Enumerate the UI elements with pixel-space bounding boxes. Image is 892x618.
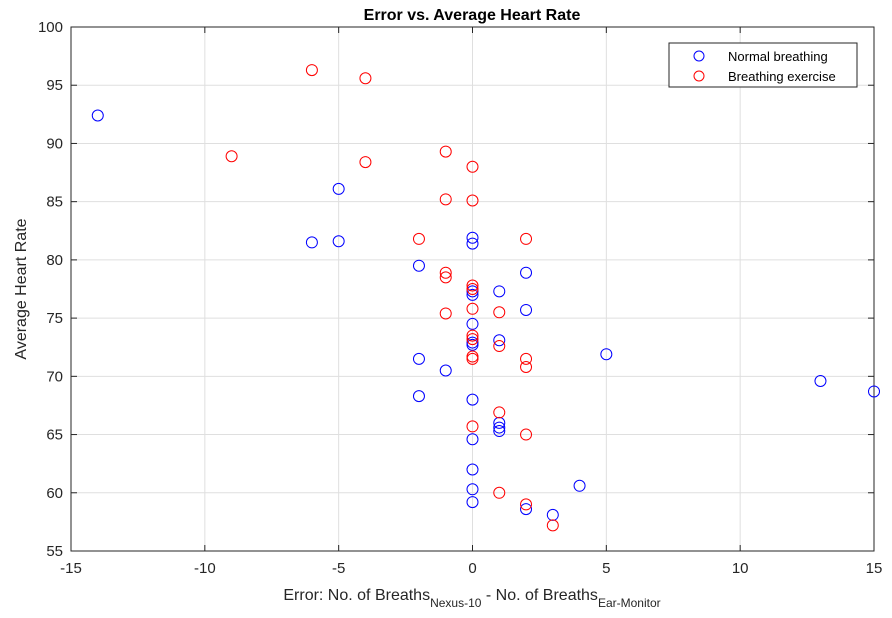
data-point-breathing-exercise	[225, 150, 238, 163]
data-point-breathing-exercise	[493, 406, 506, 419]
data-point-normal-breathing	[412, 259, 425, 272]
x-tick-label: 0	[468, 560, 476, 577]
y-tick-label: 70	[46, 368, 63, 385]
y-tick-label: 55	[46, 543, 63, 560]
x-axis-title-text: - No. of Breaths	[481, 587, 598, 604]
x-tick-label: -10	[194, 560, 216, 577]
data-point-normal-breathing	[91, 109, 104, 122]
data-point-breathing-exercise	[466, 302, 479, 315]
data-point-breathing-exercise	[466, 333, 479, 346]
x-tick-label: 5	[602, 560, 610, 577]
data-point-normal-breathing	[466, 338, 479, 351]
data-point-breathing-exercise	[493, 306, 506, 319]
data-point-normal-breathing	[493, 285, 506, 298]
data-point-normal-breathing	[493, 334, 506, 347]
data-point-normal-breathing	[868, 385, 880, 398]
data-point-normal-breathing	[466, 288, 479, 301]
data-point-normal-breathing	[600, 348, 613, 361]
data-point-breathing-exercise	[520, 232, 533, 245]
data-point-breathing-exercise	[359, 72, 372, 85]
ticks-layer: -15 -10 -5 0 5 10 15 55 60 65 70 75 80 85 90 95 100	[38, 19, 882, 577]
y-axis-title: Average Heart Rate	[13, 218, 30, 359]
y-tick-label: 60	[46, 485, 63, 502]
data-point-normal-breathing	[573, 479, 586, 492]
data-point-normal-breathing	[466, 237, 479, 250]
data-point-breathing-exercise	[305, 64, 318, 77]
data-point-normal-breathing	[493, 425, 506, 438]
data-point-breathing-exercise	[466, 420, 479, 433]
data-point-normal-breathing	[814, 374, 827, 387]
y-tick-label: 75	[46, 310, 63, 327]
data-point-breathing-exercise	[546, 519, 559, 532]
y-tick-label: 85	[46, 194, 63, 211]
data-point-breathing-exercise	[439, 193, 452, 206]
legend-label-breathing-exercise: Breathing exercise	[728, 69, 836, 84]
data-point-breathing-exercise	[493, 486, 506, 499]
data-point-normal-breathing	[466, 463, 479, 476]
data-point-normal-breathing	[520, 503, 533, 516]
y-tick-label: 65	[46, 427, 63, 444]
x-axis-title-text: Error: No. of Breaths	[283, 587, 430, 604]
legend-marker-breathing-exercise	[693, 70, 705, 82]
chart-title: Error vs. Average Heart Rate	[364, 7, 581, 24]
x-tick-label: -15	[60, 560, 82, 577]
legend-marker-normal-breathing	[693, 50, 705, 62]
legend: Normal breathing Breathing exercise	[668, 42, 858, 88]
data-point-breathing-exercise	[359, 156, 372, 169]
data-point-breathing-exercise	[412, 232, 425, 245]
x-axis-title-subscript: Nexus-10	[430, 596, 482, 610]
x-tick-label: 15	[866, 560, 883, 577]
data-point-breathing-exercise	[439, 266, 452, 279]
x-axis-title-subscript: Ear-Monitor	[598, 596, 661, 610]
y-tick-label: 95	[46, 77, 63, 94]
data-point-breathing-exercise	[520, 498, 533, 511]
data-point-normal-breathing	[305, 236, 318, 249]
data-point-normal-breathing	[412, 390, 425, 403]
data-point-normal-breathing	[466, 496, 479, 509]
data-point-breathing-exercise	[493, 340, 506, 353]
legend-label-normal-breathing: Normal breathing	[728, 49, 828, 64]
data-point-breathing-exercise	[520, 428, 533, 441]
y-tick-label: 90	[46, 135, 63, 152]
legend-box	[668, 42, 858, 88]
data-point-breathing-exercise	[466, 279, 479, 292]
data-point-normal-breathing	[466, 483, 479, 496]
data-point-normal-breathing	[466, 317, 479, 330]
data-point-breathing-exercise	[520, 361, 533, 374]
data-point-normal-breathing	[493, 421, 506, 434]
data-point-normal-breathing	[332, 235, 345, 248]
x-tick-label: 10	[732, 560, 749, 577]
data-point-breathing-exercise	[466, 329, 479, 342]
data-point-breathing-exercise	[439, 271, 452, 284]
data-point-normal-breathing	[546, 508, 559, 521]
data-point-breathing-exercise	[466, 194, 479, 207]
data-point-normal-breathing	[466, 393, 479, 406]
data-point-normal-breathing	[520, 303, 533, 316]
data-point-breathing-exercise	[439, 145, 452, 158]
x-axis-title: Error: No. of BreathsNexus-10 - No. of B…	[283, 587, 660, 610]
data-point-breathing-exercise	[439, 307, 452, 320]
data-point-breathing-exercise	[466, 352, 479, 365]
points-layer	[91, 64, 880, 532]
data-point-breathing-exercise	[466, 160, 479, 173]
data-point-normal-breathing	[493, 416, 506, 429]
x-tick-label: -5	[332, 560, 345, 577]
y-tick-label: 80	[46, 252, 63, 269]
data-point-normal-breathing	[332, 182, 345, 195]
data-point-normal-breathing	[520, 266, 533, 279]
data-point-breathing-exercise	[520, 352, 533, 365]
data-point-normal-breathing	[439, 364, 452, 377]
data-point-breathing-exercise	[466, 283, 479, 295]
y-tick-label: 100	[38, 19, 63, 36]
data-point-normal-breathing	[466, 231, 479, 244]
data-point-normal-breathing	[466, 433, 479, 446]
data-point-normal-breathing	[412, 352, 425, 365]
